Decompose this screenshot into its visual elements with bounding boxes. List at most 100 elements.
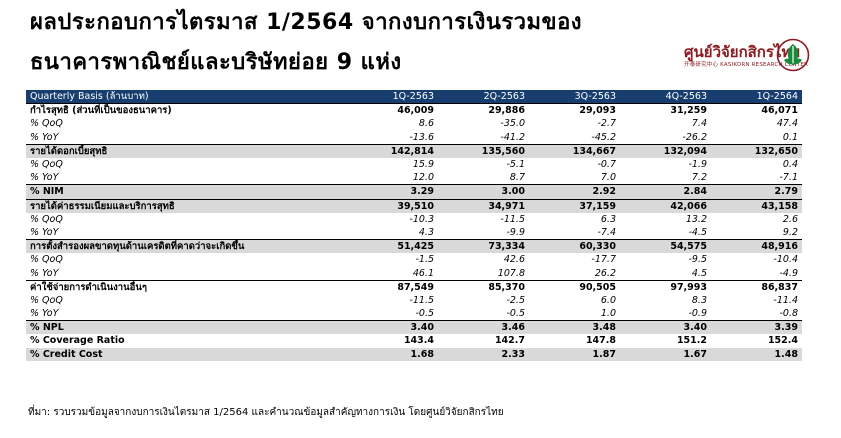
row-value: 31,259 <box>620 103 711 118</box>
row-value: -13.6 <box>347 130 438 145</box>
header-1q-2564: 1Q-2564 <box>711 90 802 104</box>
row-value: -0.9 <box>620 307 711 322</box>
row-value: -10.3 <box>409 213 434 225</box>
row-value: 85,370 <box>488 281 525 293</box>
header-label: Quarterly Basis (ล้านบาท) <box>26 90 347 104</box>
row-value: 3.39 <box>711 320 802 335</box>
row-value: -35.0 <box>500 118 525 130</box>
row-value: 90,505 <box>579 281 616 293</box>
row-value: 132,650 <box>711 144 802 158</box>
row-value: -1.9 <box>688 159 707 171</box>
row-value: 46,071 <box>711 103 802 118</box>
row-value: -0.7 <box>597 159 616 171</box>
row-value: 6.3 <box>600 213 616 225</box>
row-value: 142.7 <box>494 335 525 347</box>
kasikorn-research-logo: ศูนย์วิจัยกสิกรไทย 开泰研究中心 KASIKORN RESEA… <box>684 38 810 78</box>
row-value: 151.2 <box>676 335 707 347</box>
row-value: 7.0 <box>529 171 620 186</box>
row-value: 13.2 <box>685 213 707 225</box>
row-value: 51,425 <box>347 239 438 254</box>
row-value: 7.4 <box>691 118 707 130</box>
row-value: 12.0 <box>347 171 438 186</box>
row-label: การตั้งสำรองผลขาดทุนด้านเครดิตที่คาดว่าจ… <box>26 239 347 254</box>
row-value: 2.84 <box>620 184 711 200</box>
row-label: % YoY <box>26 307 347 322</box>
table-row: % NPL 3.40 3.46 3.48 3.40 3.39 <box>26 320 802 335</box>
header-2q-2563: 2Q-2563 <box>438 90 529 104</box>
row-value: 46,009 <box>347 103 438 118</box>
row-value: 2.33 <box>438 347 529 361</box>
row-label: % NIM <box>26 184 347 200</box>
row-value: -1.5 <box>415 254 434 266</box>
row-value: 0.4 <box>782 159 798 171</box>
row-label: % YoY <box>26 171 347 186</box>
table-row: % YoY 12.0 8.7 7.0 7.2 -7.1 <box>26 171 802 186</box>
row-value: -4.5 <box>620 225 711 241</box>
row-value: 29,886 <box>438 103 529 118</box>
financial-results-table: Quarterly Basis (ล้านบาท) 1Q-2563 2Q-256… <box>26 90 802 361</box>
table-row: ค่าใช้จ่ายการดำเนินงานอื่นๆ 87,549 85,370 9… <box>26 280 802 294</box>
row-value: 37,159 <box>529 199 620 213</box>
row-value: 147.8 <box>585 335 616 347</box>
table-row: การตั้งสำรองผลขาดทุนด้านเครดิตที่คาดว่าจ… <box>26 239 802 254</box>
row-value: -45.2 <box>529 130 620 145</box>
table-row: % QoQ 8.6 -35.0 -2.7 7.4 47.4 <box>26 117 802 130</box>
row-value: 2.79 <box>711 184 802 200</box>
row-value: 26.2 <box>529 266 620 281</box>
row-label: % NPL <box>26 320 347 335</box>
table-row: % QoQ -11.5 -2.5 6.0 8.3 -11.4 <box>26 294 802 307</box>
header-4q-2563: 4Q-2563 <box>620 90 711 104</box>
row-value: 142,814 <box>347 144 438 158</box>
table-row: % YoY -13.6 -41.2 -45.2 -26.2 0.1 <box>26 130 802 145</box>
row-value: 29,093 <box>529 103 620 118</box>
row-value: 97,993 <box>670 281 707 293</box>
row-value: 0.1 <box>711 130 802 145</box>
logo-subtext: 开泰研究中心 KASIKORN RESEARCH CENTER <box>684 62 809 68</box>
row-value: -9.5 <box>688 254 707 266</box>
row-value: 54,575 <box>620 239 711 254</box>
row-value: -11.4 <box>773 294 798 306</box>
row-value: 143.4 <box>403 335 434 347</box>
row-value: 48,916 <box>711 239 802 254</box>
kasikorn-leaf-icon <box>776 38 810 72</box>
row-value: -9.9 <box>438 225 529 241</box>
table-row: รายได้ค่าธรรมเนียมและบริการสุทธิ 39,510 34… <box>26 199 802 213</box>
row-value: 3.46 <box>438 320 529 335</box>
row-value: -0.5 <box>438 307 529 322</box>
row-value: -26.2 <box>620 130 711 145</box>
row-value: 8.6 <box>418 118 434 130</box>
table-row: รายได้ดอกเบี้ยสุทธิ 142,814 135,560 134,667… <box>26 144 802 158</box>
row-value: 9.2 <box>711 225 802 241</box>
row-value: 47.4 <box>776 118 798 130</box>
row-value: 135,560 <box>438 144 529 158</box>
row-value: 6.0 <box>600 294 616 306</box>
row-label: % QoQ <box>30 294 63 306</box>
table-row: % QoQ -10.3 -11.5 6.3 13.2 2.6 <box>26 213 802 226</box>
row-label: % QoQ <box>30 213 63 225</box>
row-label: ค่าใช้จ่ายการดำเนินงานอื่นๆ <box>30 281 147 293</box>
source-note: ที่มา: รวบรวมข้อมูลจากงบการเงินไตรมาส 1/… <box>28 407 504 418</box>
row-value: -2.5 <box>506 294 525 306</box>
row-value: 2.92 <box>529 184 620 200</box>
row-label: % Credit Cost <box>26 347 347 361</box>
row-value: 3.29 <box>347 184 438 200</box>
row-value: 1.0 <box>529 307 620 322</box>
row-value: 60,330 <box>529 239 620 254</box>
row-value: 39,510 <box>347 199 438 213</box>
row-value: -2.7 <box>597 118 616 130</box>
row-label: % YoY <box>26 225 347 241</box>
row-label: % YoY <box>26 266 347 281</box>
row-label: % YoY <box>26 130 347 145</box>
row-value: 4.3 <box>347 225 438 241</box>
row-value: 132,094 <box>620 144 711 158</box>
row-value: -11.5 <box>409 294 434 306</box>
row-value: 34,971 <box>438 199 529 213</box>
row-value: 73,334 <box>438 239 529 254</box>
row-value: 1.68 <box>347 347 438 361</box>
row-value: 4.5 <box>620 266 711 281</box>
row-value: 86,837 <box>761 281 798 293</box>
row-value: -7.4 <box>529 225 620 241</box>
table-row: กำไรสุทธิ (ส่วนที่เป็นของธนาคาร) 46,009 29… <box>26 103 802 118</box>
row-value: -10.4 <box>773 254 798 266</box>
row-value: -0.5 <box>347 307 438 322</box>
